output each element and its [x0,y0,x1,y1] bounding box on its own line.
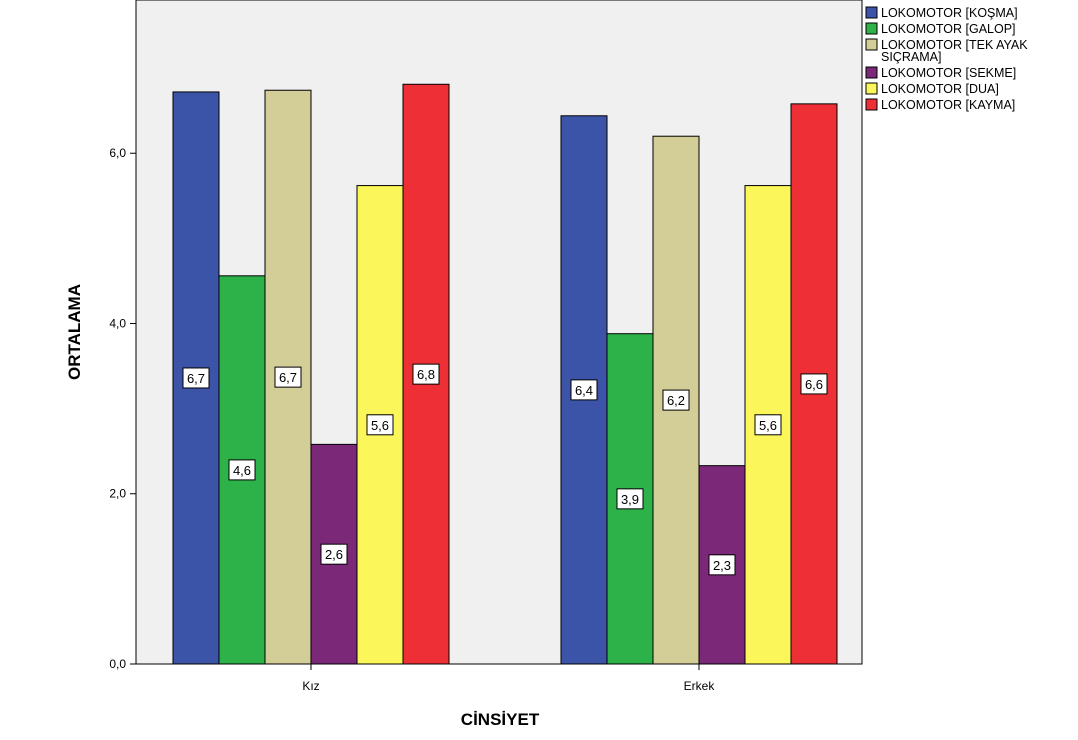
legend-swatch [865,38,878,51]
data-label-text: 5,6 [371,418,389,433]
data-label: 6,6 [800,373,828,395]
data-label: 5,6 [366,414,394,436]
data-label: 6,4 [570,379,598,401]
y-tick-label: 4,0 [109,316,126,330]
data-label: 2,3 [708,554,736,576]
data-label-text: 5,6 [759,418,777,433]
data-label-text: 6,8 [417,367,435,382]
data-label-box [754,414,782,436]
y-tick-label: 6,0 [109,146,126,160]
data-label-text: 2,3 [713,558,731,573]
data-label-box [662,389,690,411]
y-axis-title: ORTALAMA [65,284,84,380]
data-label: 6,7 [182,367,210,389]
y-axis: 0,0 2,0 4,0 6,0 [109,146,136,671]
x-tick-label: Kız [302,679,319,693]
legend-item: LOKOMOTOR [SEKME] [865,66,1016,80]
data-label-text: 2,6 [325,547,343,562]
legend-item: LOKOMOTOR [KOŞMA] [865,6,1018,20]
data-label-box [274,366,302,388]
legend-swatch [865,82,878,95]
data-label: 6,7 [274,366,302,388]
legend-label: LOKOMOTOR [GALOP] [881,22,1016,36]
bar-erkek-series-5 [744,185,792,665]
legend-label: LOKOMOTOR [SEKME] [881,66,1016,80]
data-label-box [708,554,736,576]
legend-label: LOKOMOTOR [DUA] [881,82,999,96]
y-tick-label: 2,0 [109,487,126,501]
data-label-text: 6,6 [805,377,823,392]
data-label: 2,6 [320,543,348,565]
legend-item: LOKOMOTOR [KAYMA] [865,98,1015,112]
legend-item: LOKOMOTOR [DUA] [865,82,999,96]
legend-swatch [865,6,878,19]
data-label-text: 6,7 [279,370,297,385]
data-label-box [366,414,394,436]
data-label: 6,2 [662,389,690,411]
legend-label: LOKOMOTOR [KAYMA] [881,98,1015,112]
data-label-text: 4,6 [233,463,251,478]
data-labels-layer: 6,7 4,6 6,7 2,6 5,6 6,8 6,4 3,9 6,2 2,3 5,6 6,6 [182,363,828,576]
data-label: 4,6 [228,459,256,481]
y-tick-label: 0,0 [109,657,126,671]
legend-label: LOKOMOTOR [KOŞMA] [881,6,1018,20]
legend-swatch [865,22,878,35]
data-label-text: 6,7 [187,371,205,386]
data-label-text: 6,4 [575,383,593,398]
data-label-box [320,543,348,565]
data-label: 6,8 [412,363,440,385]
legend-item: LOKOMOTOR [GALOP] [865,22,1016,36]
data-label-text: 6,2 [667,393,685,408]
data-label-box [800,373,828,395]
data-label-text: 3,9 [621,492,639,507]
legend-label: SIÇRAMA] [881,50,941,64]
data-label: 5,6 [754,414,782,436]
legend-swatch [865,98,878,111]
data-label-box [616,488,644,510]
legend-label: LOKOMOTOR [TEK AYAK [881,38,1028,52]
legend-swatch [865,66,878,79]
data-label-box [182,367,210,389]
legend: LOKOMOTOR [KOŞMA] LOKOMOTOR [GALOP] LOKOMO… [865,6,1028,112]
data-label-box [412,363,440,385]
x-axis-title: CİNSİYET [461,710,540,729]
data-label-box [570,379,598,401]
x-tick-label: Erkek [684,679,716,693]
data-label-box [228,459,256,481]
x-axis: Kız Erkek [302,664,715,693]
data-label: 3,9 [616,488,644,510]
